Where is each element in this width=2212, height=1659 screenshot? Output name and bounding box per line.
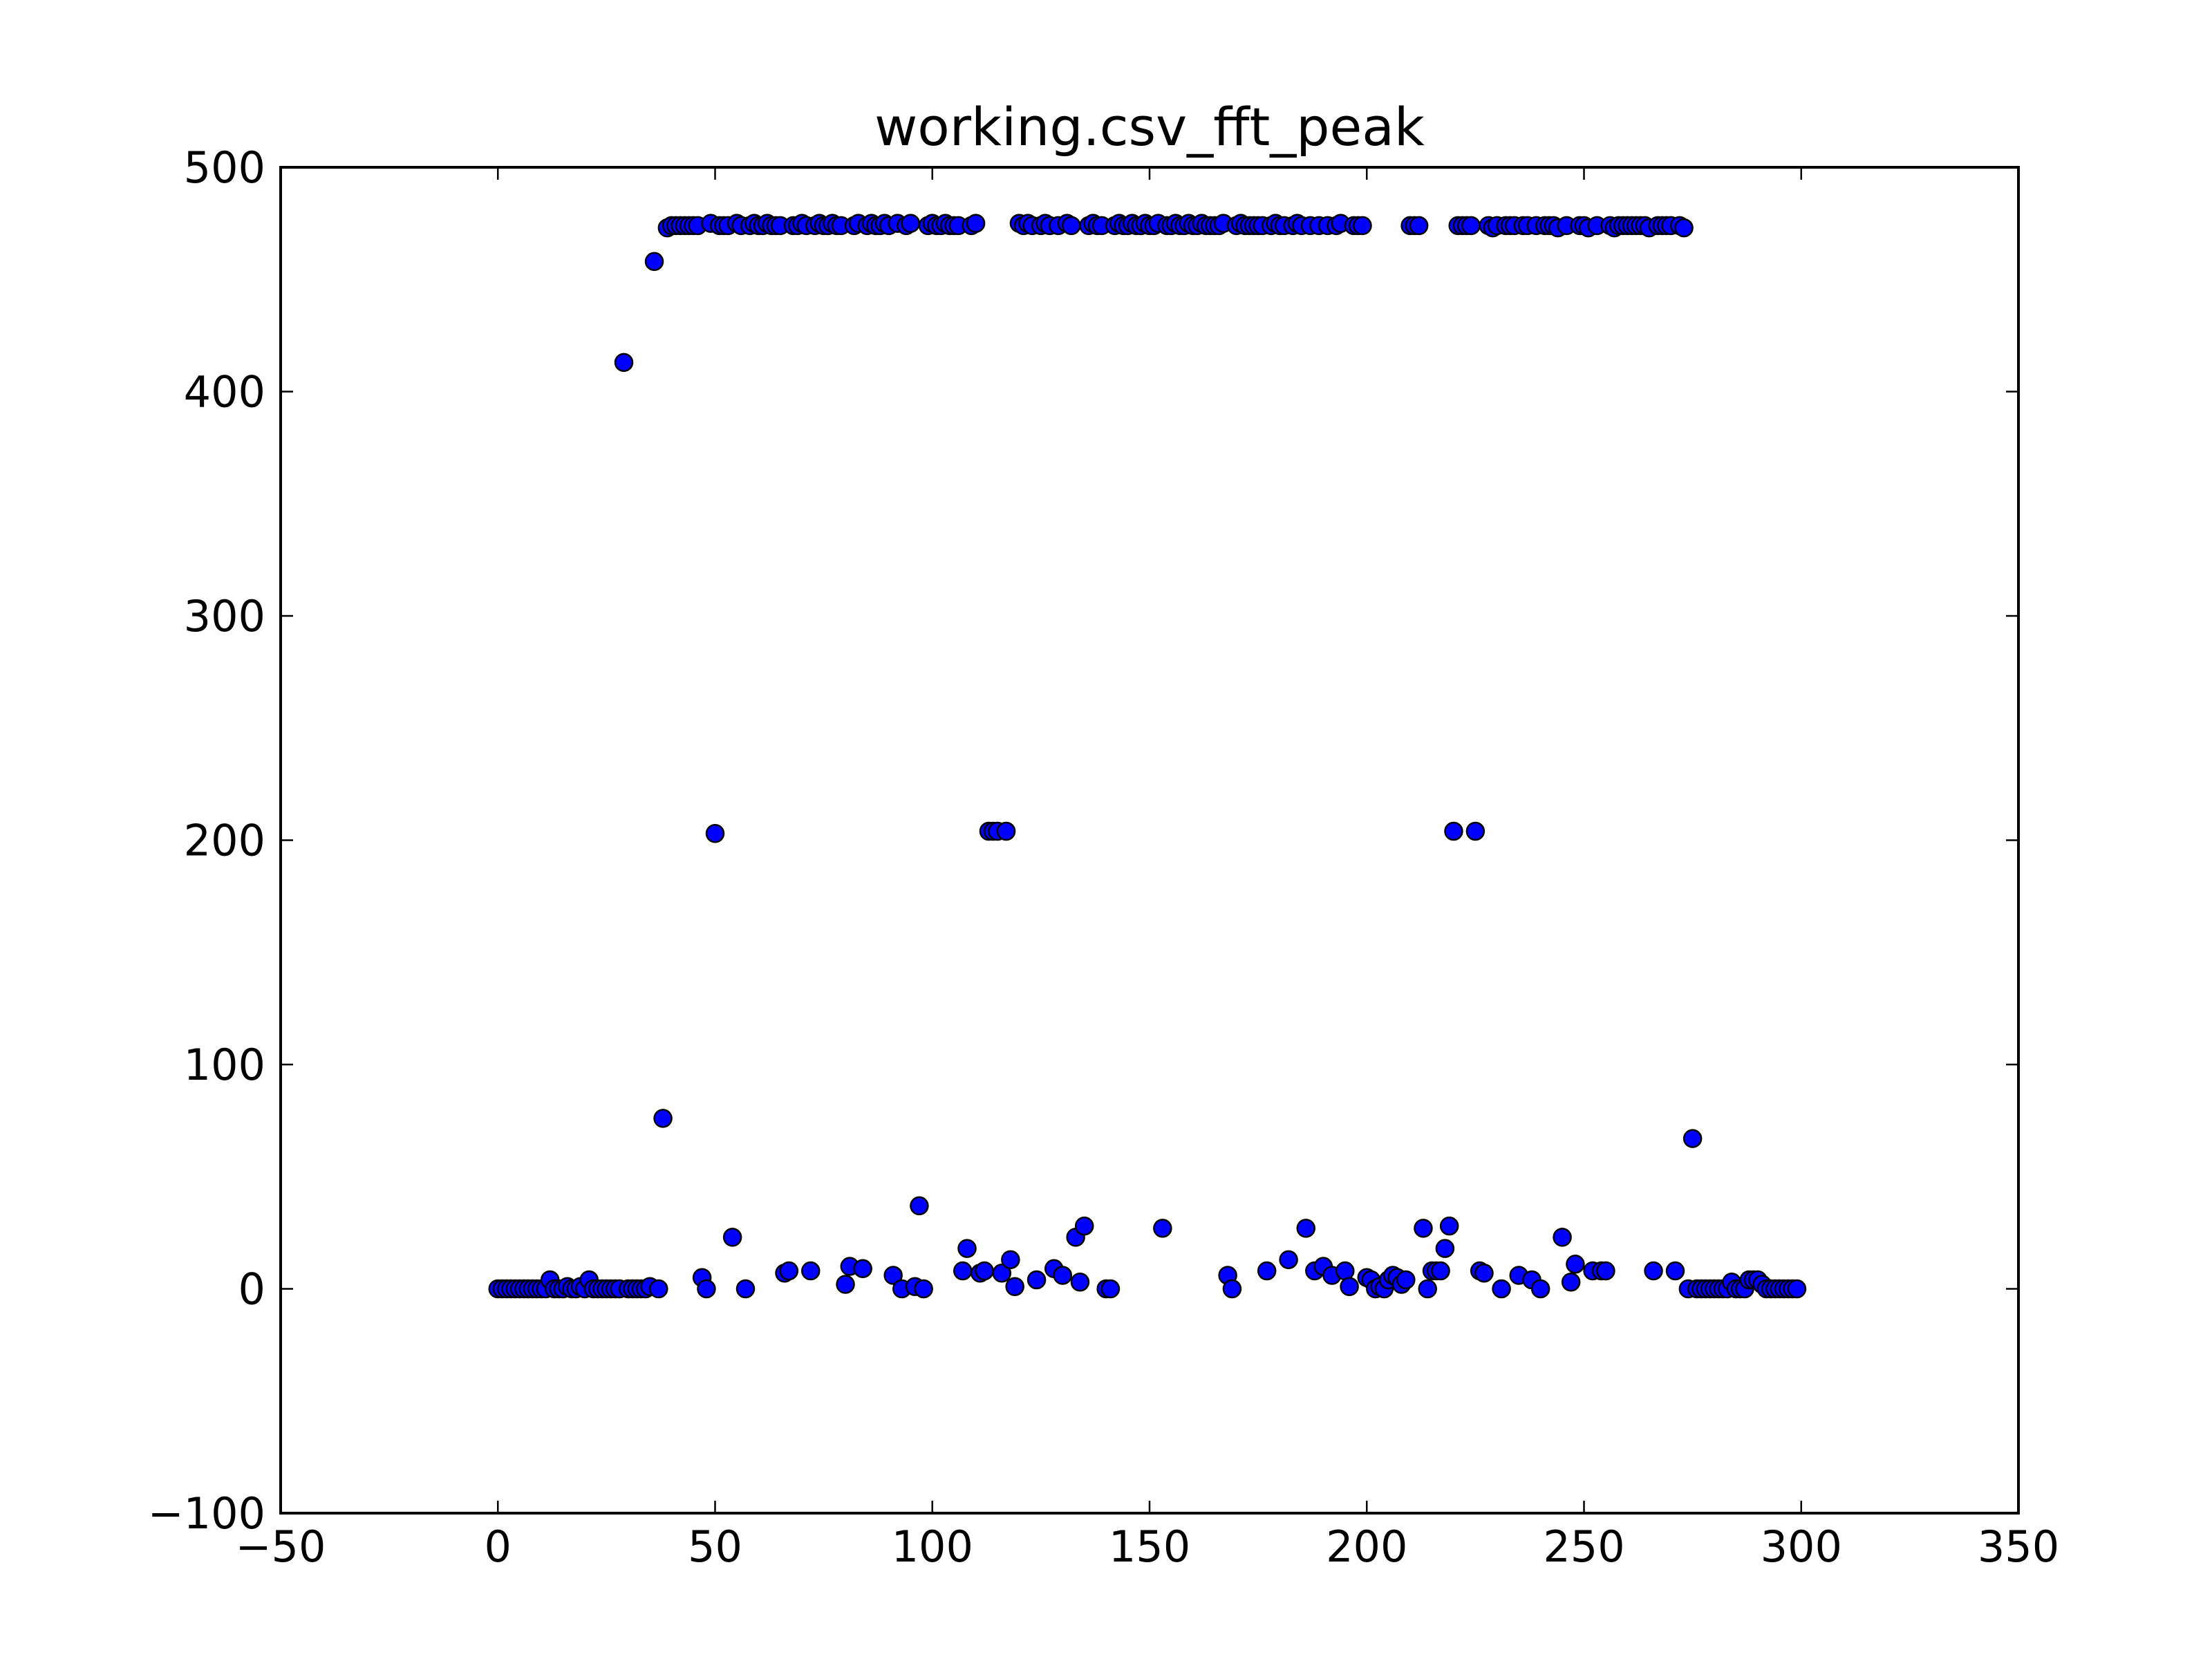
point <box>1431 1261 1450 1281</box>
point <box>644 252 664 272</box>
point <box>1665 1261 1685 1281</box>
point <box>1553 1228 1572 1247</box>
point <box>1335 1261 1355 1281</box>
point <box>957 1239 977 1258</box>
point <box>1435 1239 1455 1258</box>
point <box>1674 218 1694 238</box>
point <box>1474 1264 1494 1283</box>
x-tick-label: 200 <box>1326 1521 1407 1572</box>
point <box>975 1261 994 1281</box>
point <box>735 1279 756 1299</box>
point <box>1566 1255 1585 1274</box>
point <box>1222 1279 1242 1299</box>
plot-frame <box>279 166 2020 1515</box>
point <box>1787 1279 1807 1299</box>
point <box>1353 216 1372 236</box>
point <box>1683 1129 1703 1148</box>
point <box>1461 216 1481 236</box>
y-tick-label: 200 <box>184 816 265 866</box>
point <box>1100 1279 1121 1299</box>
point <box>1492 1279 1511 1299</box>
point <box>801 1261 821 1281</box>
point <box>614 353 634 373</box>
point <box>1396 1270 1416 1290</box>
point <box>1596 1261 1615 1281</box>
point <box>1465 821 1485 841</box>
y-tick-label: 100 <box>184 1040 265 1090</box>
point <box>1439 1216 1459 1236</box>
point <box>836 1275 855 1294</box>
point <box>1340 1277 1359 1297</box>
point <box>1418 1279 1437 1299</box>
point <box>1257 1261 1277 1281</box>
x-tick-label: 250 <box>1543 1521 1624 1572</box>
point <box>1005 1277 1024 1297</box>
point <box>966 214 986 233</box>
x-tick-label: −50 <box>236 1521 326 1572</box>
point <box>722 1228 742 1247</box>
point <box>901 214 921 233</box>
point <box>1414 1219 1433 1238</box>
point <box>705 824 725 843</box>
point <box>1530 1279 1550 1299</box>
x-tick-label: 300 <box>1761 1521 1842 1572</box>
point <box>914 1279 933 1299</box>
point <box>883 1266 903 1285</box>
y-tick-label: 400 <box>184 367 265 418</box>
x-tick-label: 100 <box>892 1521 973 1572</box>
chart-title: working.csv_fft_peak <box>874 96 1425 158</box>
x-tick-label: 350 <box>1978 1521 2059 1572</box>
point <box>1444 821 1463 841</box>
point <box>1279 1250 1298 1270</box>
point <box>853 1259 872 1279</box>
point <box>653 1109 673 1128</box>
point <box>996 821 1016 841</box>
point <box>1062 216 1081 236</box>
point <box>1053 1266 1073 1285</box>
point <box>1409 216 1429 236</box>
x-tick-label: 50 <box>688 1521 742 1572</box>
point <box>1070 1273 1090 1292</box>
point <box>1153 1219 1172 1238</box>
point <box>1561 1273 1581 1292</box>
y-tick-label: 500 <box>184 142 265 193</box>
point <box>779 1261 799 1281</box>
point <box>1296 1219 1316 1238</box>
point <box>992 1264 1012 1283</box>
x-tick-label: 150 <box>1109 1521 1190 1572</box>
y-tick-label: −100 <box>148 1488 265 1539</box>
point <box>1074 1216 1094 1236</box>
point <box>953 1261 973 1281</box>
point <box>649 1279 668 1299</box>
point <box>697 1279 716 1299</box>
point <box>910 1196 929 1216</box>
y-tick-label: 300 <box>184 591 265 641</box>
point <box>1644 1261 1663 1281</box>
x-tick-label: 0 <box>485 1521 512 1572</box>
point <box>1001 1250 1020 1270</box>
y-tick-label: 0 <box>238 1264 265 1315</box>
point <box>1027 1270 1047 1290</box>
